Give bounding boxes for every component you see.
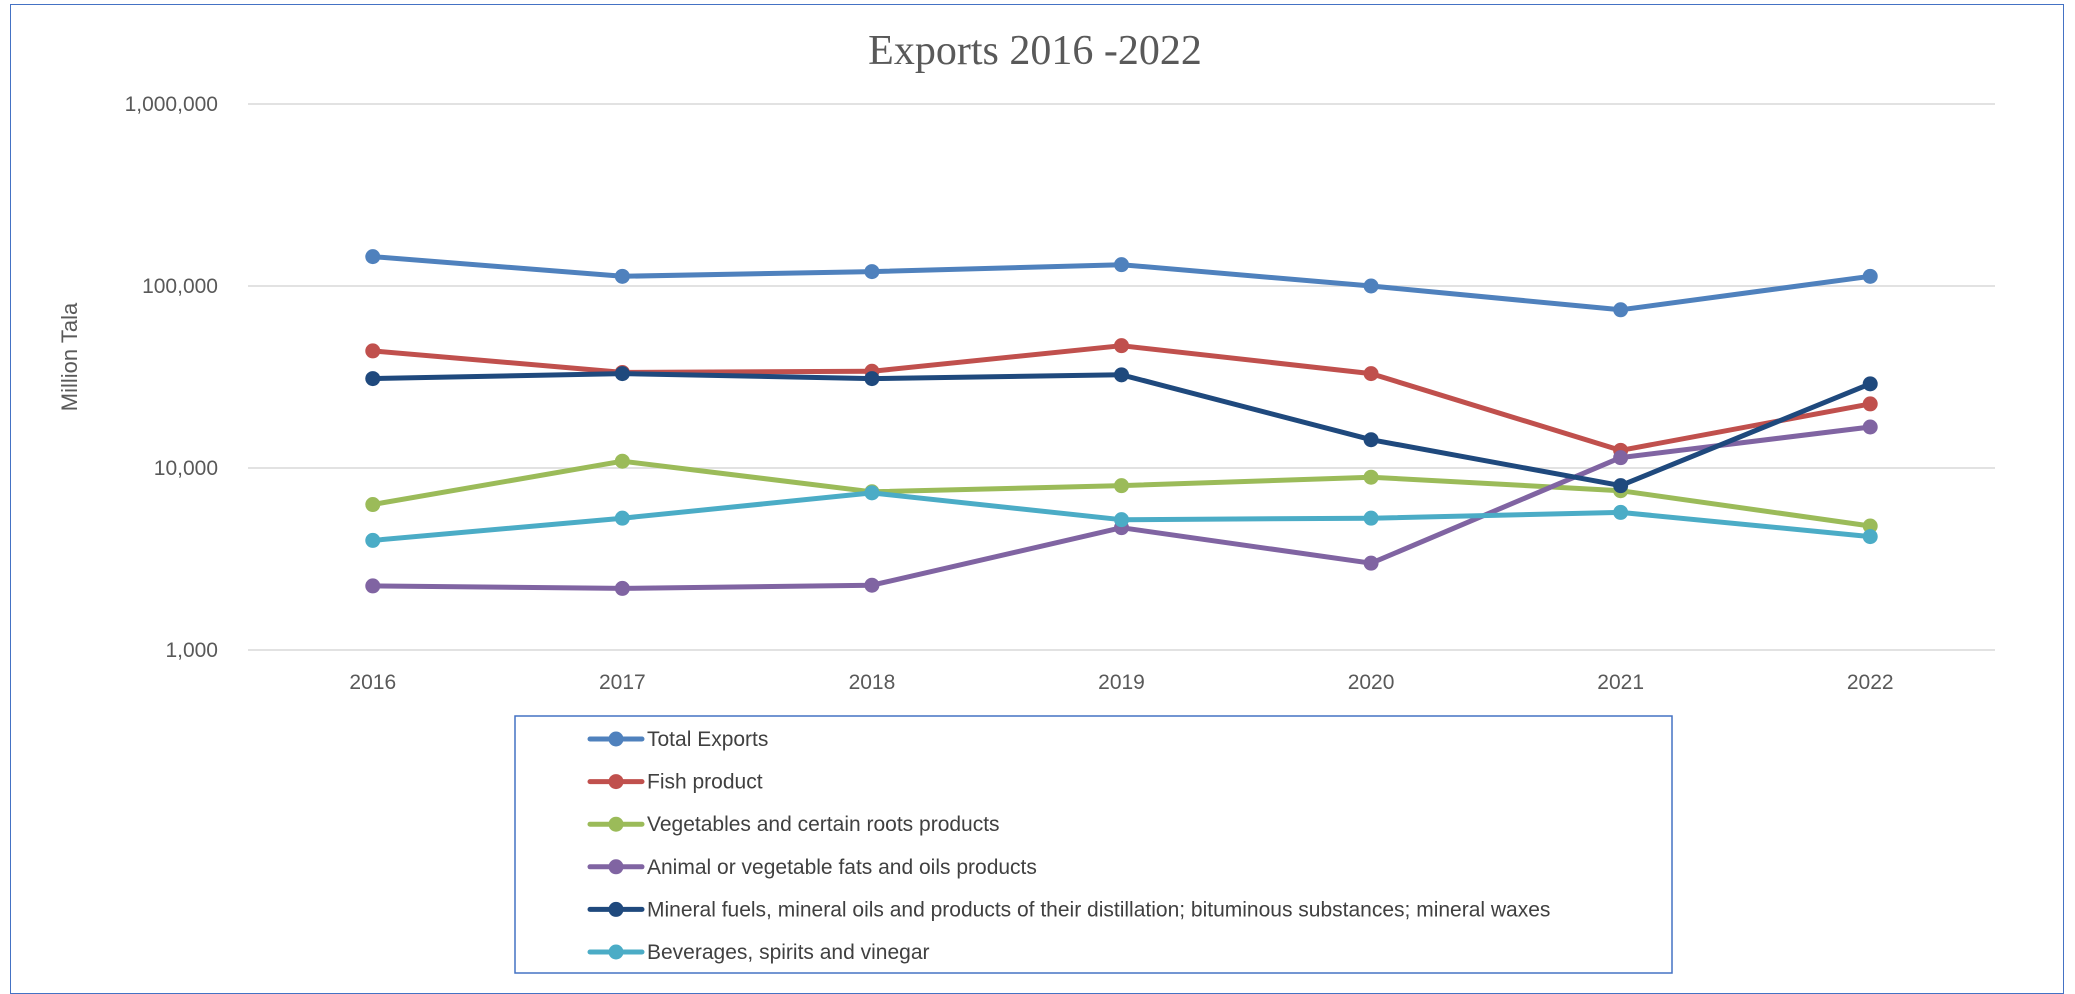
legend-item: Total Exports xyxy=(587,728,768,751)
y-tick-label: 1,000 xyxy=(165,639,218,662)
series-0 xyxy=(365,249,1878,318)
legend-item: Mineral fuels, mineral oils and products… xyxy=(587,898,1550,921)
x-tick-label: 2021 xyxy=(1597,671,1644,694)
legend-box xyxy=(514,715,1673,974)
data-point xyxy=(614,580,630,596)
x-tick-label: 2018 xyxy=(849,671,896,694)
x-tick-label: 2016 xyxy=(349,671,396,694)
series-4 xyxy=(365,366,1878,494)
x-tick-label: 2019 xyxy=(1098,671,1145,694)
legend-label: Beverages, spirits and vinegar xyxy=(647,941,930,964)
data-point xyxy=(614,268,630,284)
legend-label: Total Exports xyxy=(647,728,768,751)
series-5 xyxy=(365,485,1878,548)
legend-item: Vegetables and certain roots products xyxy=(587,813,1000,836)
data-point xyxy=(614,510,630,526)
data-point xyxy=(1862,396,1878,412)
series-line xyxy=(370,343,1873,453)
data-point xyxy=(365,371,381,387)
data-point xyxy=(1862,529,1878,545)
data-point xyxy=(1114,367,1129,383)
data-point xyxy=(1613,302,1629,318)
data-point xyxy=(1363,432,1379,448)
legend-label: Animal or vegetable fats and oils produc… xyxy=(647,856,1037,879)
legend-label: Mineral fuels, mineral oils and products… xyxy=(647,898,1550,921)
data-point xyxy=(1613,504,1629,520)
data-point xyxy=(614,366,630,382)
series-1 xyxy=(365,338,1878,458)
y-axis-title: Million Tala xyxy=(57,302,82,411)
chart-title: Exports 2016 -2022 xyxy=(868,28,1202,74)
data-point xyxy=(614,453,630,469)
data-point xyxy=(864,264,880,280)
legend-marker xyxy=(608,859,624,875)
data-point xyxy=(1363,555,1379,571)
y-tick-label: 10,000 xyxy=(154,457,218,480)
legend-marker xyxy=(608,901,624,917)
legend-item: Animal or vegetable fats and oils produc… xyxy=(587,856,1037,879)
data-point xyxy=(864,485,880,501)
data-point xyxy=(1363,510,1379,526)
data-point xyxy=(365,497,381,513)
data-point xyxy=(365,532,381,548)
data-point xyxy=(1862,518,1878,534)
data-point xyxy=(1114,512,1129,528)
data-point xyxy=(864,577,880,593)
legend-item: Beverages, spirits and vinegar xyxy=(587,941,930,964)
data-point xyxy=(1114,338,1129,354)
legend-marker xyxy=(608,816,624,832)
legend-label: Fish product xyxy=(647,771,763,794)
y-tick-label: 100,000 xyxy=(142,275,218,298)
data-point xyxy=(365,578,381,594)
legend-label: Vegetables and certain roots products xyxy=(647,813,1000,836)
y-axis-ticks: 1,000 10,000 100,000 1,000,000 xyxy=(125,93,218,662)
data-point xyxy=(1862,376,1878,392)
legend-marker xyxy=(608,774,624,790)
legend: Total Exports Fish product Vegetables and … xyxy=(587,728,1550,964)
x-axis-ticks: 2016 2017 2018 2019 2020 2021 2022 xyxy=(349,671,1893,694)
data-point xyxy=(365,249,381,265)
data-point xyxy=(1862,268,1878,284)
series-lines xyxy=(365,249,1878,596)
gridlines xyxy=(248,103,1995,651)
x-tick-label: 2022 xyxy=(1847,671,1894,694)
series-line xyxy=(370,371,1873,489)
x-tick-label: 2020 xyxy=(1348,671,1395,694)
legend-marker xyxy=(608,944,624,960)
data-point xyxy=(1363,469,1379,485)
data-point xyxy=(365,343,381,359)
data-point xyxy=(1862,419,1878,435)
y-tick-label: 1,000,000 xyxy=(125,93,218,116)
legend-item: Fish product xyxy=(587,771,763,794)
data-point xyxy=(1363,278,1379,294)
data-point xyxy=(1114,257,1129,273)
x-tick-label: 2017 xyxy=(599,671,646,694)
data-point xyxy=(864,371,880,387)
series-line xyxy=(370,424,1873,591)
data-point xyxy=(1114,478,1129,494)
data-point xyxy=(1613,450,1629,466)
data-point xyxy=(1363,366,1379,382)
legend-marker xyxy=(608,731,624,747)
data-point xyxy=(1613,478,1629,494)
